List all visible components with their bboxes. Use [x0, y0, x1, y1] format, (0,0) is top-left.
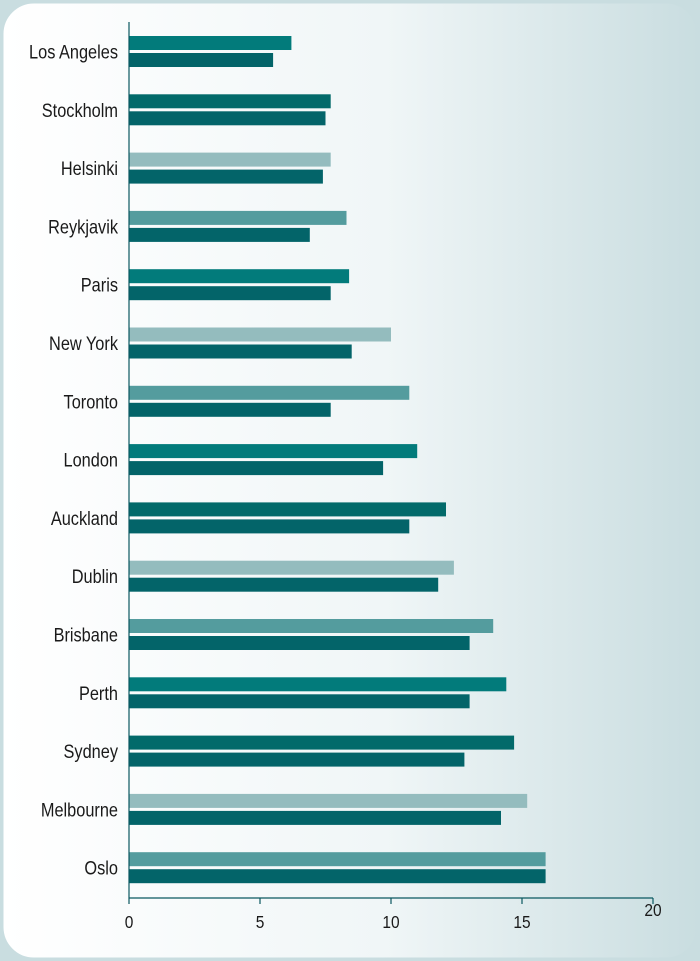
category-label: Perth — [79, 683, 118, 704]
x-tick-label: 15 — [513, 912, 530, 932]
category-label: Stockholm — [42, 100, 118, 121]
x-axis-ticks: 0 5 10 15 20 — [125, 898, 662, 932]
bar-new-york-series-1 — [129, 327, 391, 342]
bar-helsinki-series-2 — [129, 169, 323, 184]
category-label: Dublin — [72, 566, 118, 587]
category-labels: Los Angeles Stockholm Helsinki Reykjavik Par… — [29, 41, 118, 879]
x-tick-label: 20 — [644, 900, 661, 920]
bar-auckland-series-2 — [129, 519, 410, 534]
bar-dublin-series-1 — [129, 560, 454, 575]
bar-sydney-series-1 — [129, 735, 515, 750]
bar-melbourne-series-2 — [129, 810, 501, 825]
bar-new-york-series-2 — [129, 344, 352, 359]
category-label: Toronto — [64, 391, 119, 412]
x-tick-label: 0 — [125, 912, 134, 932]
category-label: Reykjavik — [48, 216, 118, 237]
bar-melbourne-series-1 — [129, 793, 528, 808]
bar-paris-series-2 — [129, 286, 331, 301]
bar-brisbane-series-1 — [129, 619, 494, 633]
x-tick-label: 10 — [382, 912, 399, 932]
bar-oslo-series-2 — [129, 869, 546, 884]
bar-perth-series-2 — [129, 694, 470, 709]
category-label: Oslo — [84, 858, 118, 879]
bar-los-angeles-series-1 — [129, 36, 292, 50]
bar-dublin-series-2 — [129, 577, 439, 592]
bar-brisbane-series-2 — [129, 636, 470, 650]
bar-toronto-series-1 — [129, 385, 410, 400]
bar-helsinki-series-1 — [129, 152, 331, 167]
bar-paris-series-1 — [129, 269, 350, 284]
category-label: Los Angeles — [29, 41, 118, 62]
category-label: London — [64, 449, 118, 470]
category-label: Brisbane — [54, 624, 119, 645]
category-label: Auckland — [51, 508, 118, 529]
category-label: New York — [49, 333, 118, 354]
bar-oslo-series-1 — [129, 852, 546, 867]
bars-layer — [129, 36, 546, 884]
category-label: Melbourne — [41, 799, 118, 820]
category-label: Helsinki — [61, 158, 118, 179]
bar-perth-series-1 — [129, 677, 507, 692]
bar-reykjavik-series-2 — [129, 227, 310, 242]
bar-stockholm-series-2 — [129, 111, 326, 126]
bar-toronto-series-2 — [129, 402, 331, 417]
bar-los-angeles-series-2 — [129, 53, 274, 67]
category-label: Paris — [81, 275, 118, 296]
category-label: Sydney — [64, 741, 119, 762]
bar-auckland-series-1 — [129, 502, 446, 517]
bar-london-series-2 — [129, 461, 384, 476]
bar-london-series-1 — [129, 444, 418, 459]
bar-reykjavik-series-1 — [129, 210, 347, 225]
bar-stockholm-series-1 — [129, 94, 331, 109]
bar-sydney-series-2 — [129, 752, 465, 767]
x-tick-label: 5 — [256, 912, 265, 932]
